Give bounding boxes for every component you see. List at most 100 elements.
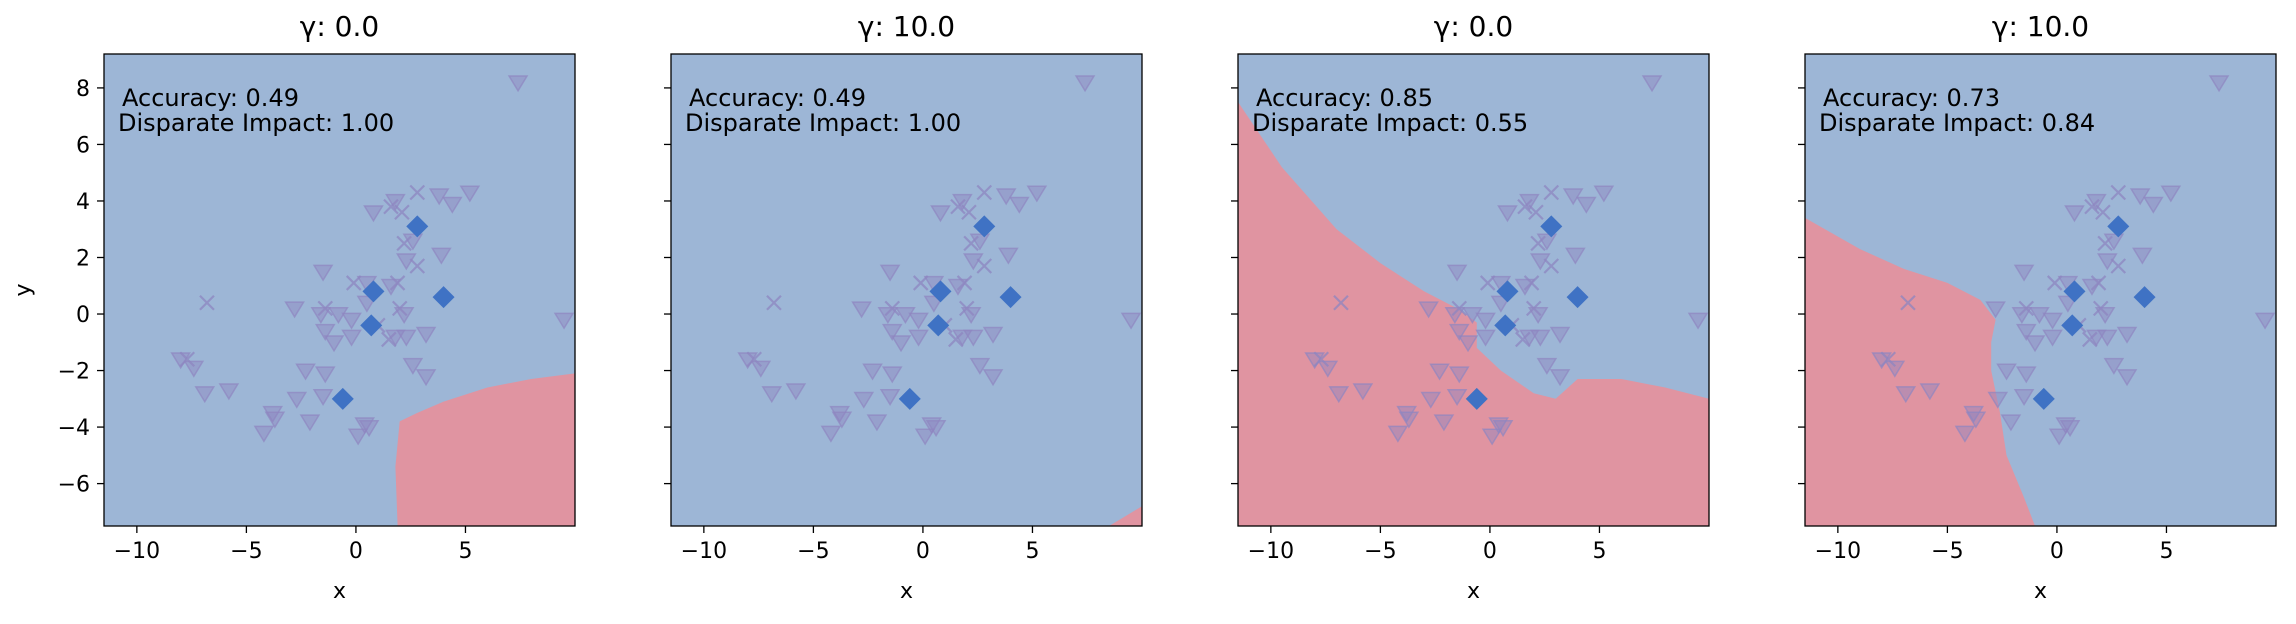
triangle-point — [218, 383, 240, 401]
x-tick-label: 5 — [1025, 539, 1039, 564]
cross-point — [961, 204, 977, 221]
triangle-point — [1565, 247, 1586, 265]
cross-point — [766, 294, 782, 311]
triangle-point — [982, 326, 1004, 344]
triangle-point — [785, 383, 807, 401]
cross-point — [1543, 258, 1560, 274]
triangle-point — [1687, 312, 1709, 330]
triangle-point — [314, 323, 336, 341]
positive-region — [671, 54, 1142, 526]
cross-point — [1543, 184, 1560, 201]
triangle-point — [1895, 386, 1917, 404]
triangle-point — [553, 312, 575, 330]
negative-region — [1805, 217, 2035, 526]
diamond-point — [360, 314, 383, 337]
cross-point — [976, 258, 993, 274]
triangle-point — [962, 253, 984, 271]
diamond-point — [1566, 286, 1589, 309]
triangle-point — [2015, 366, 2037, 384]
y-axis-label: y — [11, 283, 36, 296]
cross-point — [1515, 331, 1531, 348]
annotation-accuracy: Accuracy: 0.49 — [122, 84, 299, 112]
triangle-point — [1492, 420, 1514, 438]
triangle-point — [998, 247, 1019, 265]
triangle-point — [380, 278, 402, 296]
triangle-point — [995, 188, 1017, 206]
triangle-point — [1884, 360, 1906, 378]
triangle-point — [299, 414, 321, 432]
triangle-point — [1120, 312, 1142, 330]
diamond-point — [2032, 387, 2055, 410]
triangle-point — [877, 306, 899, 325]
triangle-point — [1457, 335, 1479, 353]
triangle-point — [925, 420, 947, 438]
x-tick-label: 0 — [916, 539, 930, 564]
triangle-point — [395, 253, 417, 271]
cross-point — [381, 331, 397, 348]
diamond-point — [331, 387, 354, 410]
triangle-point — [183, 360, 205, 378]
chart-panel-1: −10 −5 0 5 8 6 4 2 0 −2 −4 −6 γ: 0.0 x y Accuracy: 0.49… — [11, 10, 576, 604]
x-axis-label: x — [900, 579, 913, 604]
triangle-point — [947, 278, 969, 296]
y-tick-label: −2 — [58, 360, 90, 385]
plot-frame — [1804, 53, 2277, 527]
triangle-point — [829, 405, 851, 423]
triangle-point — [312, 264, 334, 282]
triangle-point — [879, 388, 901, 406]
cross-point — [396, 235, 412, 252]
triangle-point — [341, 329, 362, 347]
cross-point — [409, 258, 426, 274]
x-tick-label: −10 — [1248, 539, 1294, 564]
annotation-disparate-impact: Disparate Impact: 0.55 — [1252, 109, 1528, 137]
x-axis-label: x — [1467, 579, 1480, 604]
triangle-point — [1965, 411, 1987, 429]
triangle-point — [1074, 75, 1096, 93]
triangle-point — [1398, 411, 1420, 429]
triangle-point — [881, 323, 903, 341]
x-tick-label: −5 — [1364, 539, 1396, 564]
triangle-point — [1448, 323, 1470, 341]
triangle-point — [908, 312, 929, 330]
cross-point — [1313, 351, 1330, 368]
triangle-point — [908, 329, 929, 347]
cross-point — [409, 184, 426, 201]
cross-point — [2097, 235, 2113, 252]
cross-point — [2092, 300, 2109, 317]
triangle-point — [1396, 405, 1418, 423]
triangle-point — [1008, 196, 1030, 214]
cross-point — [976, 184, 993, 201]
triangle-point — [1448, 366, 1470, 384]
triangle-point — [2015, 323, 2037, 341]
cross-point — [950, 198, 966, 215]
diamond-point — [1465, 387, 1488, 410]
triangle-point — [2011, 306, 2033, 325]
cross-point — [391, 300, 408, 317]
diamond-point — [2061, 314, 2084, 337]
plot-frame — [670, 53, 1143, 527]
cross-point — [2110, 184, 2127, 201]
cross-point — [746, 351, 763, 368]
triangle-point — [2132, 247, 2153, 265]
annotation-disparate-impact: Disparate Impact: 0.84 — [1819, 109, 2095, 137]
diamond-point — [362, 280, 385, 303]
triangle-point — [879, 264, 901, 282]
triangle-point — [851, 301, 872, 319]
triangle-point — [363, 205, 384, 223]
triangle-point — [750, 360, 772, 378]
triangle-point — [1387, 425, 1409, 443]
cross-point — [1530, 235, 1546, 252]
cross-point — [2082, 331, 2098, 348]
cross-point — [1517, 198, 1533, 215]
triangle-point — [441, 196, 463, 214]
x-tick-label: −5 — [230, 539, 262, 564]
triangle-point — [2042, 329, 2063, 347]
triangle-point — [314, 366, 336, 384]
triangle-point — [194, 386, 216, 404]
triangle-point — [402, 357, 424, 375]
triangle-point — [1475, 329, 1496, 347]
y-tick-label: 4 — [76, 190, 90, 215]
data-points — [1871, 75, 2276, 446]
x-axis-label: x — [333, 579, 346, 604]
triangle-point — [831, 411, 853, 429]
